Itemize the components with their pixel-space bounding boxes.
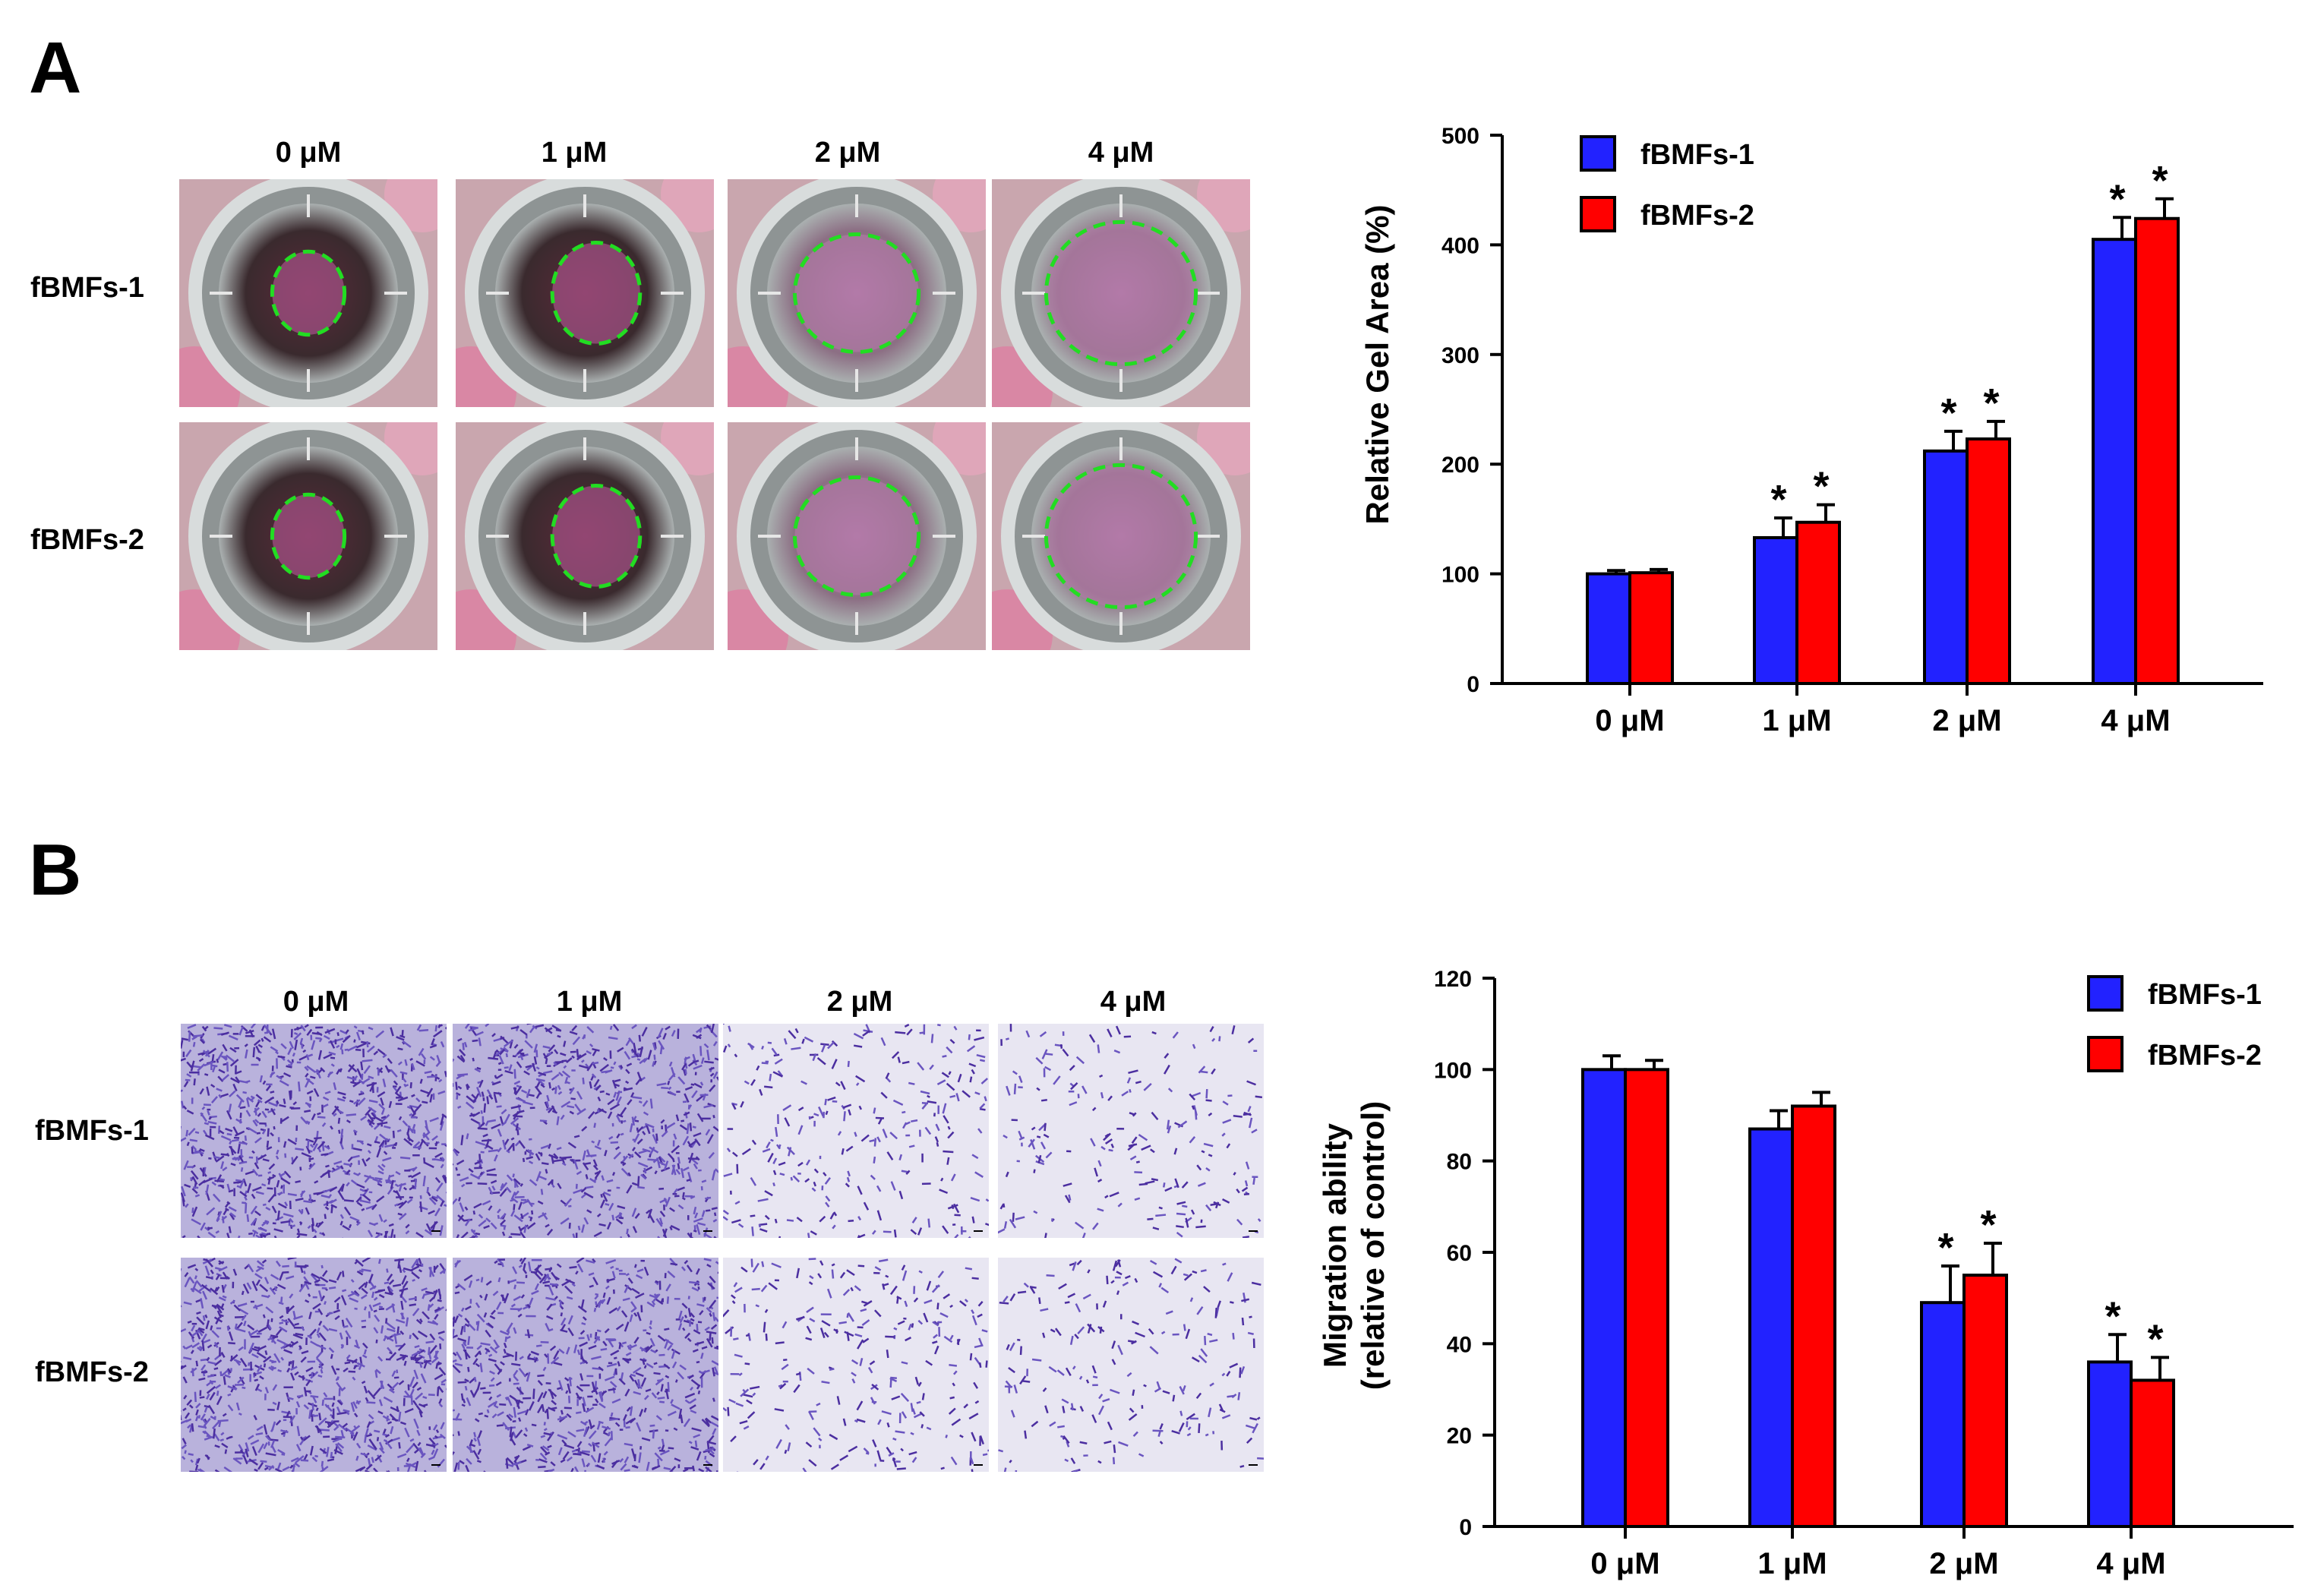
migration-row-label-1: fBMFs-1 — [35, 1115, 149, 1147]
bar-fbmfs-1 — [1923, 449, 1969, 685]
migration-field-photo — [453, 1024, 718, 1238]
migration-field-photo — [998, 1024, 1264, 1238]
legend-label: fBMFs-1 — [1640, 139, 1754, 171]
panel-letter-b: B — [29, 829, 82, 911]
legend-swatch — [2087, 1036, 2123, 1072]
bar-fbmfs-2 — [1791, 1104, 1836, 1528]
significance-marker: * — [2152, 158, 2168, 204]
significance-marker: * — [1770, 477, 1786, 522]
significance-marker: * — [1813, 464, 1829, 510]
y-tick-label: 20 — [1447, 1424, 1472, 1449]
y-tick-label: 40 — [1447, 1332, 1472, 1357]
migration-col-label-3: 4 μM — [1100, 986, 1167, 1018]
bar-fbmfs-1 — [1581, 1068, 1627, 1529]
bar-fbmfs-2 — [1966, 437, 2011, 685]
y-tick-label: 300 — [1441, 343, 1479, 368]
bar-fbmfs-2 — [1962, 1274, 2008, 1528]
gel-well-photo — [728, 422, 986, 650]
y-axis-label-line2: (relative of control) — [1355, 1101, 1391, 1390]
migration-field-photo — [723, 1024, 989, 1238]
migration-field-photo — [453, 1258, 718, 1472]
significance-marker: * — [1940, 390, 1956, 436]
gel-col-label-1: 1 μM — [541, 137, 608, 169]
y-tick-label: 0 — [1467, 672, 1479, 697]
y-tick-label: 60 — [1447, 1241, 1472, 1266]
y-tick-label: 100 — [1434, 1058, 1472, 1083]
significance-marker: * — [1980, 1202, 1996, 1248]
gel-well-photo — [992, 179, 1250, 407]
significance-marker: * — [1937, 1225, 1953, 1271]
gel-well-photo — [179, 422, 437, 650]
gel-well-photo — [179, 179, 437, 407]
bar-fbmfs-1 — [1920, 1301, 1966, 1528]
gel-row-label-1: fBMFs-1 — [30, 272, 144, 304]
migration-row-label-2: fBMFs-2 — [35, 1356, 149, 1388]
migration-chart: 0 20 40 60 80 100 120 0 μM 1 μM 2 μM * * 4 μM * * fBMFs… — [1317, 967, 2294, 1580]
bar-fbmfs-2 — [2134, 216, 2180, 685]
gel-area-chart: 0 100 200 300 400 500 0 μM 1 μM * * 2 μM * * 4 μM * * fB… — [1359, 124, 2263, 737]
legend-label: fBMFs-1 — [2148, 979, 2262, 1011]
gel-col-label-0: 0 μM — [275, 137, 342, 169]
x-tick-label: 1 μM — [1762, 704, 1831, 737]
legend-label: fBMFs-2 — [2148, 1040, 2262, 1072]
migration-col-label-2: 2 μM — [826, 986, 893, 1018]
x-tick-label: 1 μM — [1757, 1547, 1827, 1580]
gel-col-label-2: 2 μM — [814, 137, 881, 169]
gel-well-photo — [456, 422, 714, 650]
migration-col-label-0: 0 μM — [283, 986, 349, 1018]
y-axis-label: Relative Gel Area (%) — [1359, 205, 1395, 525]
gel-well-photo — [728, 179, 986, 407]
legend-swatch — [1580, 196, 1616, 232]
gel-well-photo — [456, 179, 714, 407]
migration-field-photo — [181, 1024, 447, 1238]
x-tick-label: 0 μM — [1590, 1547, 1659, 1580]
y-axis-label: Migration ability — [1317, 1122, 1353, 1368]
legend-swatch — [2087, 975, 2123, 1012]
x-tick-label: 2 μM — [1929, 1547, 1998, 1580]
migration-field-photo — [723, 1258, 989, 1472]
migration-col-label-1: 1 μM — [556, 986, 623, 1018]
significance-marker: * — [2109, 176, 2125, 222]
x-tick-label: 4 μM — [2101, 704, 2170, 737]
x-tick-label: 2 μM — [1932, 704, 2001, 737]
bar-fbmfs-1 — [1748, 1127, 1794, 1529]
significance-marker: * — [2147, 1316, 2163, 1362]
y-tick-label: 120 — [1434, 967, 1472, 992]
bar-fbmfs-2 — [2130, 1378, 2175, 1529]
bar-fbmfs-1 — [2087, 1360, 2133, 1529]
significance-marker: * — [1983, 380, 1999, 426]
migration-field-photo — [181, 1258, 447, 1472]
bar-fbmfs-1 — [2092, 238, 2137, 685]
y-tick-label: 0 — [1459, 1515, 1472, 1540]
gel-row-label-2: fBMFs-2 — [30, 524, 144, 556]
legend-swatch — [1580, 135, 1616, 172]
y-tick-label: 500 — [1441, 124, 1479, 149]
x-tick-label: 0 μM — [1595, 704, 1664, 737]
x-tick-label: 4 μM — [2096, 1547, 2165, 1580]
bar-fbmfs-2 — [1795, 520, 1841, 685]
migration-field-photo — [998, 1258, 1264, 1472]
panel-letter-a: A — [29, 27, 82, 109]
y-tick-label: 80 — [1447, 1150, 1472, 1175]
y-tick-label: 200 — [1441, 453, 1479, 478]
y-tick-label: 400 — [1441, 233, 1479, 258]
significance-marker: * — [2105, 1293, 2120, 1339]
gel-col-label-3: 4 μM — [1088, 137, 1154, 169]
y-tick-label: 100 — [1441, 563, 1479, 588]
bar-fbmfs-2 — [1624, 1068, 1669, 1529]
bar-fbmfs-2 — [1628, 571, 1674, 685]
bar-fbmfs-1 — [1586, 572, 1631, 685]
legend-label: fBMFs-2 — [1640, 200, 1754, 232]
bar-fbmfs-1 — [1753, 535, 1798, 685]
gel-well-photo — [992, 422, 1250, 650]
